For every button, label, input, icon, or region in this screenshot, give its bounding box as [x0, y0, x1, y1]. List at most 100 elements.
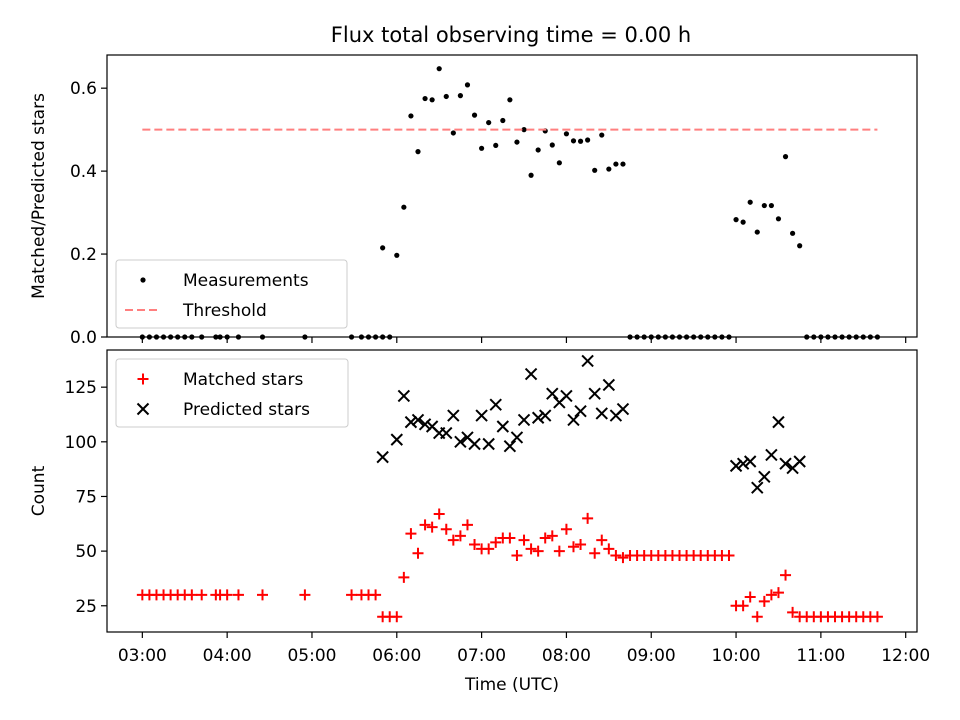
data-point: [747, 199, 753, 205]
data-point: [588, 387, 601, 400]
data-point: [490, 536, 502, 548]
data-point: [153, 334, 160, 340]
data-point: [662, 334, 668, 340]
data-point: [761, 202, 767, 209]
data-point: [461, 519, 473, 531]
data-point: [775, 216, 782, 222]
data-point: [521, 127, 527, 133]
y-axis-label: Count: [29, 465, 49, 516]
data-point: [454, 435, 467, 449]
data-point: [199, 334, 205, 340]
data-point: [655, 334, 661, 340]
axes-frame: [106, 349, 918, 633]
series-0: [139, 66, 881, 340]
data-point: [602, 378, 616, 392]
data-point: [832, 334, 838, 340]
data-point: [503, 439, 517, 453]
data-point: [818, 334, 824, 340]
data-point: [514, 139, 520, 145]
data-point: [743, 455, 757, 468]
data-point: [380, 334, 386, 340]
data-point: [676, 334, 683, 340]
data-point: [617, 552, 629, 564]
data-point: [804, 334, 810, 340]
legend-label: Predicted stars: [183, 400, 310, 420]
x-tick-label: 05:00: [287, 646, 336, 666]
data-point: [669, 334, 676, 340]
data-point: [517, 413, 531, 427]
data-point: [574, 405, 587, 418]
legend-box: [115, 358, 349, 428]
data-point: [422, 95, 428, 102]
data-point: [691, 334, 697, 340]
data-point: [546, 530, 558, 542]
data-point: [780, 569, 792, 581]
data-point: [518, 534, 530, 546]
data-point: [683, 334, 690, 340]
y-tick-label: 125: [65, 378, 97, 398]
data-point: [772, 587, 784, 599]
data-point: [482, 437, 495, 451]
data-point: [575, 539, 587, 551]
data-point: [390, 433, 403, 446]
data-point: [765, 589, 777, 601]
data-point: [874, 334, 881, 340]
data-point: [401, 204, 407, 210]
data-point: [853, 334, 859, 340]
data-point: [610, 549, 622, 561]
data-point: [504, 532, 516, 544]
data-point: [471, 112, 478, 118]
data-point: [346, 589, 358, 601]
data-point: [641, 334, 647, 340]
data-point: [139, 334, 145, 340]
x-tick-label: 03:00: [118, 646, 167, 666]
y-axis-label: Matched/Predicted stars: [29, 93, 49, 299]
data-point: [846, 334, 852, 340]
data-point: [596, 534, 608, 546]
data-point: [535, 147, 541, 153]
data-point: [235, 334, 242, 340]
series-1: [376, 354, 806, 494]
y-tick-label: 25: [75, 597, 97, 617]
data-point: [698, 334, 704, 340]
data-point: [189, 334, 195, 340]
legend-marker: [140, 277, 146, 283]
data-point: [751, 481, 764, 494]
series-0: [136, 508, 883, 623]
data-point: [397, 389, 411, 403]
data-point: [606, 166, 612, 172]
legend-marker: [136, 402, 150, 416]
data-point: [532, 545, 544, 557]
data-point: [259, 334, 266, 340]
y-tick-label: 100: [65, 433, 97, 453]
data-point: [447, 534, 459, 546]
data-point: [440, 426, 453, 440]
data-point: [787, 606, 799, 618]
data-point: [404, 415, 418, 429]
data-point: [790, 230, 796, 236]
data-point: [570, 138, 577, 144]
x-tick-label: 04:00: [203, 646, 252, 666]
data-point: [765, 448, 778, 462]
data-point: [168, 334, 174, 340]
data-point: [372, 334, 379, 340]
data-point: [175, 334, 181, 340]
data-point: [577, 138, 584, 144]
data-point: [418, 418, 432, 431]
data-point: [365, 334, 372, 340]
data-point: [648, 334, 654, 340]
data-point: [627, 334, 633, 340]
data-point: [232, 589, 244, 601]
data-point: [782, 154, 789, 160]
data-point: [387, 334, 393, 340]
data-point: [433, 508, 445, 520]
data-point: [599, 132, 605, 138]
data-point: [380, 245, 386, 251]
data-point: [723, 549, 735, 561]
legend-label: Measurements: [183, 271, 309, 291]
legend-box: [115, 259, 348, 329]
legend-label: Threshold: [182, 301, 267, 321]
axes-frame: [106, 54, 918, 338]
x-tick-label: 08:00: [542, 646, 591, 666]
